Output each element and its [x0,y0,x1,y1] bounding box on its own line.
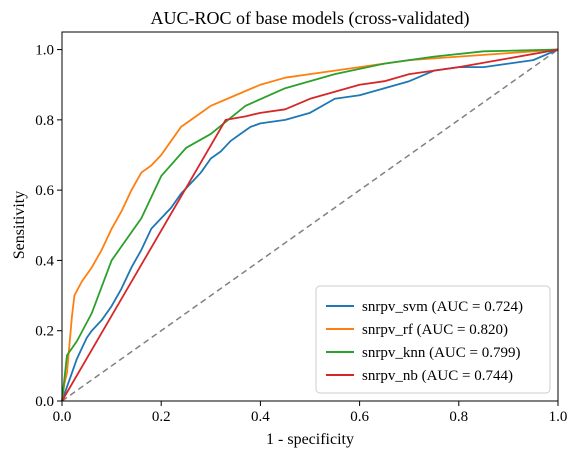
x-tick-label: 0.0 [53,409,72,425]
y-tick-label: 1.0 [35,43,54,59]
legend-label-snrpv-nb: snrpv_nb (AUC = 0.744) [362,368,513,384]
plot-frame [61,31,559,402]
series-line-snrpv-rf [61,48,559,402]
x-tick-label: 1.0 [549,409,568,425]
chart-title: AUC-ROC of base models (cross-validated) [151,8,470,29]
x-axis-label: 1 - specificity [266,431,354,448]
series-line-snrpv-svm [61,48,559,402]
legend-box [315,285,551,394]
legend-label-snrpv-rf: snrpv_rf (AUC = 0.820) [362,322,508,338]
y-axis-label: Sensitivity [11,191,28,259]
y-tick-label: 0.6 [35,183,54,199]
y-tick-label: 0.8 [35,113,54,129]
x-tick-label: 0.6 [350,409,369,425]
series-line-snrpv-knn [61,48,559,402]
legend-label-snrpv-knn: snrpv_knn (AUC = 0.799) [362,345,520,361]
series-line-snrpv-nb [61,48,559,402]
x-tick-label: 0.4 [251,409,270,425]
plot-area: 0.0 0.2 0.4 0.6 0.8 1.0 0.0 0.2 0.4 0.6 0.8 1.0 snrp… [35,31,568,425]
x-tick-label: 0.2 [152,409,171,425]
y-tick-label: 0.2 [35,324,54,340]
x-tick-label: 0.8 [449,409,468,425]
y-tick-label: 0.0 [35,394,54,410]
y-tick-label: 0.4 [35,253,54,269]
chance-diagonal-line [61,48,559,402]
legend-label-snrpv-svm: snrpv_svm (AUC = 0.724) [362,299,523,315]
